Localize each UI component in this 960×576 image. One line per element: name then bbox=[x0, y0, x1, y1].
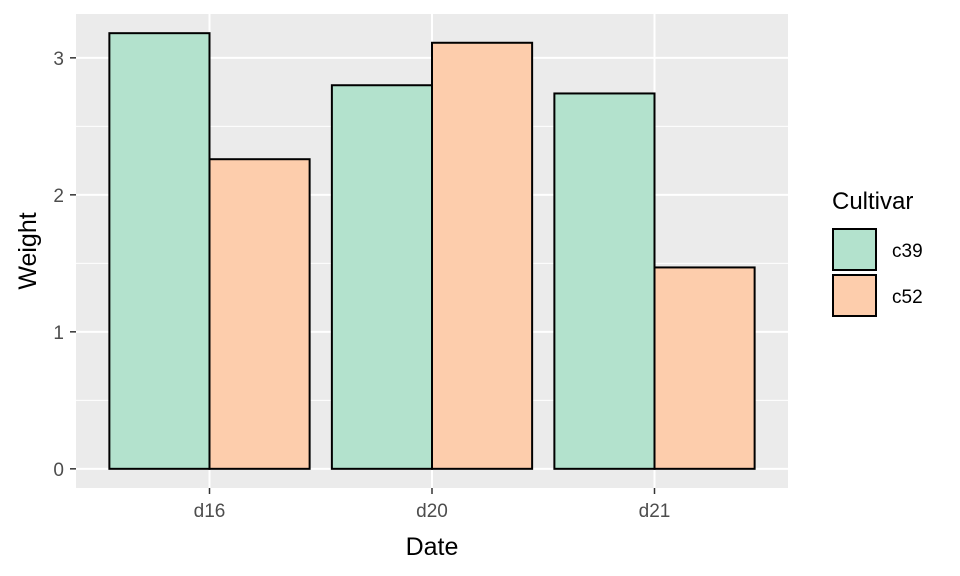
legend-title: Cultivar bbox=[832, 188, 913, 215]
bars bbox=[108, 32, 756, 470]
legend-key-c52 bbox=[832, 274, 877, 317]
bar-c52-d20 bbox=[431, 41, 534, 470]
bar-c52-d21 bbox=[653, 266, 756, 470]
bar-c39-d21 bbox=[553, 92, 656, 470]
x-axis-title: Date bbox=[406, 533, 459, 561]
y-axis-title: Weight bbox=[14, 212, 42, 289]
y-tick-label: 0 bbox=[53, 460, 64, 481]
legend-label-c39: c39 bbox=[892, 241, 923, 262]
x-tick-label: d16 bbox=[194, 501, 226, 522]
bar-c39-d20 bbox=[330, 84, 433, 470]
bar-c52-d16 bbox=[208, 158, 311, 470]
y-tick-label: 2 bbox=[53, 186, 64, 207]
y-tick-label: 1 bbox=[53, 323, 64, 344]
legend: Cultivar c39 c52 bbox=[832, 188, 923, 317]
x-axis: d16 d20 d21 bbox=[194, 488, 671, 522]
x-tick-label: d20 bbox=[416, 501, 448, 522]
legend-label-c52: c52 bbox=[892, 287, 923, 308]
x-tick-label: d21 bbox=[639, 501, 671, 522]
y-axis: 0 1 2 3 bbox=[53, 49, 76, 481]
legend-key-c39 bbox=[832, 228, 877, 271]
y-tick-label: 3 bbox=[53, 49, 64, 70]
bar-c39-d16 bbox=[108, 32, 211, 470]
